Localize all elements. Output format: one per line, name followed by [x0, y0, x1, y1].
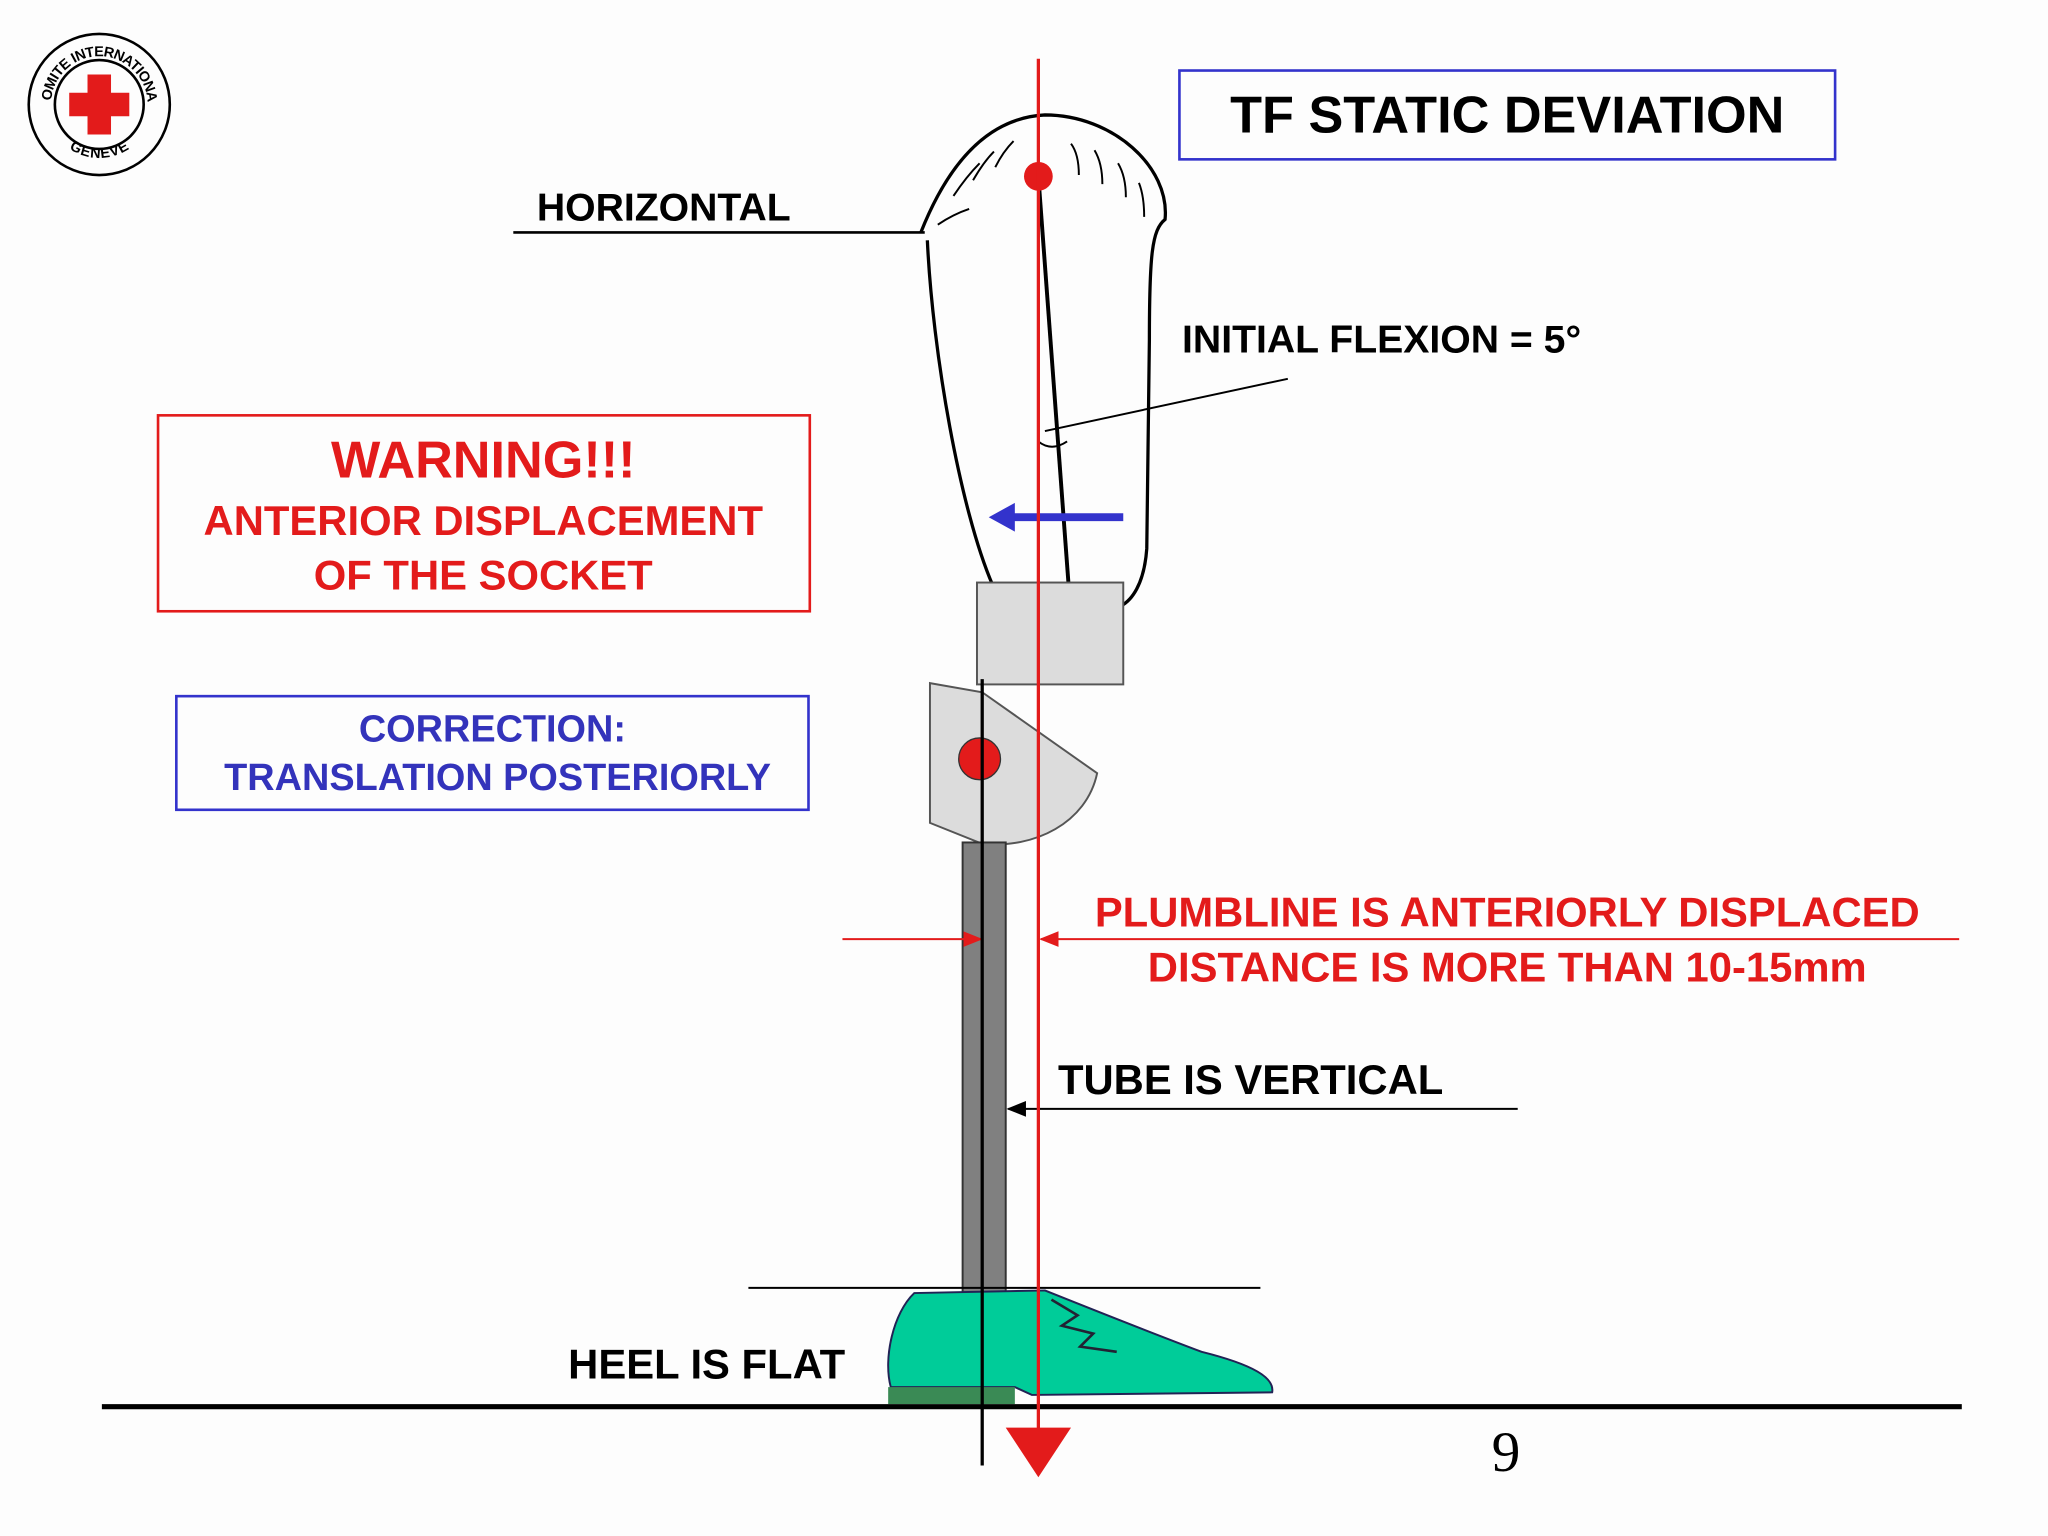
socket-outline [919, 113, 1167, 608]
socket-adapter [976, 581, 1125, 686]
correction-line: TRANSLATION POSTERIORLY [224, 757, 771, 799]
warning-heading: WARNING!!! [331, 431, 636, 489]
plumbline-line: DISTANCE IS MORE THAN 10-15mm [1148, 943, 1867, 990]
flexion-leader [1044, 377, 1289, 432]
logo-text: GENEVE [67, 138, 132, 162]
title-box [1178, 69, 1837, 161]
plumbline-line: PLUMBLINE IS ANTERIORLY DISPLACED [1095, 889, 1920, 936]
warning-line: ANTERIOR DISPLACEMENT [204, 497, 764, 544]
horizontal-label: HORIZONTAL [537, 187, 791, 230]
warning-box [156, 414, 812, 613]
heel [888, 1387, 1015, 1405]
knee-center [958, 737, 1002, 781]
socket-hatch [937, 140, 1146, 226]
correction-arrowhead [988, 502, 1015, 532]
tube [961, 841, 1007, 1295]
title: TF STATIC DEVIATION [1230, 87, 1784, 145]
correction-box [175, 694, 810, 812]
logo-ring [27, 32, 172, 177]
logo-bottom: GENEVE [67, 138, 132, 162]
socket [919, 113, 1167, 608]
logo-ring [53, 58, 145, 151]
shoe [887, 1289, 1274, 1396]
flexion-label: INITIAL FLEXION = 5° [1182, 319, 1581, 362]
correction-line: CORRECTION: [359, 708, 626, 750]
red-cross [69, 74, 130, 135]
heel-label: HEEL IS FLAT [568, 1341, 845, 1388]
tube-label: TUBE IS VERTICAL [1058, 1056, 1443, 1103]
shoe-laces [1050, 1298, 1117, 1354]
page-number: 9 [1492, 1421, 1521, 1484]
socket-outline [925, 240, 995, 586]
warning-line: OF THE SOCKET [314, 552, 653, 599]
flexion-arc [1037, 440, 1068, 448]
plumb-arrowhead [1005, 1427, 1072, 1478]
